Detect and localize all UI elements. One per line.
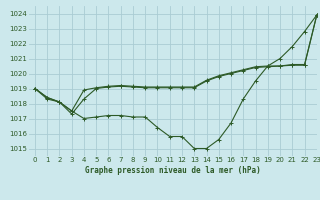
X-axis label: Graphe pression niveau de la mer (hPa): Graphe pression niveau de la mer (hPa) — [85, 166, 261, 175]
